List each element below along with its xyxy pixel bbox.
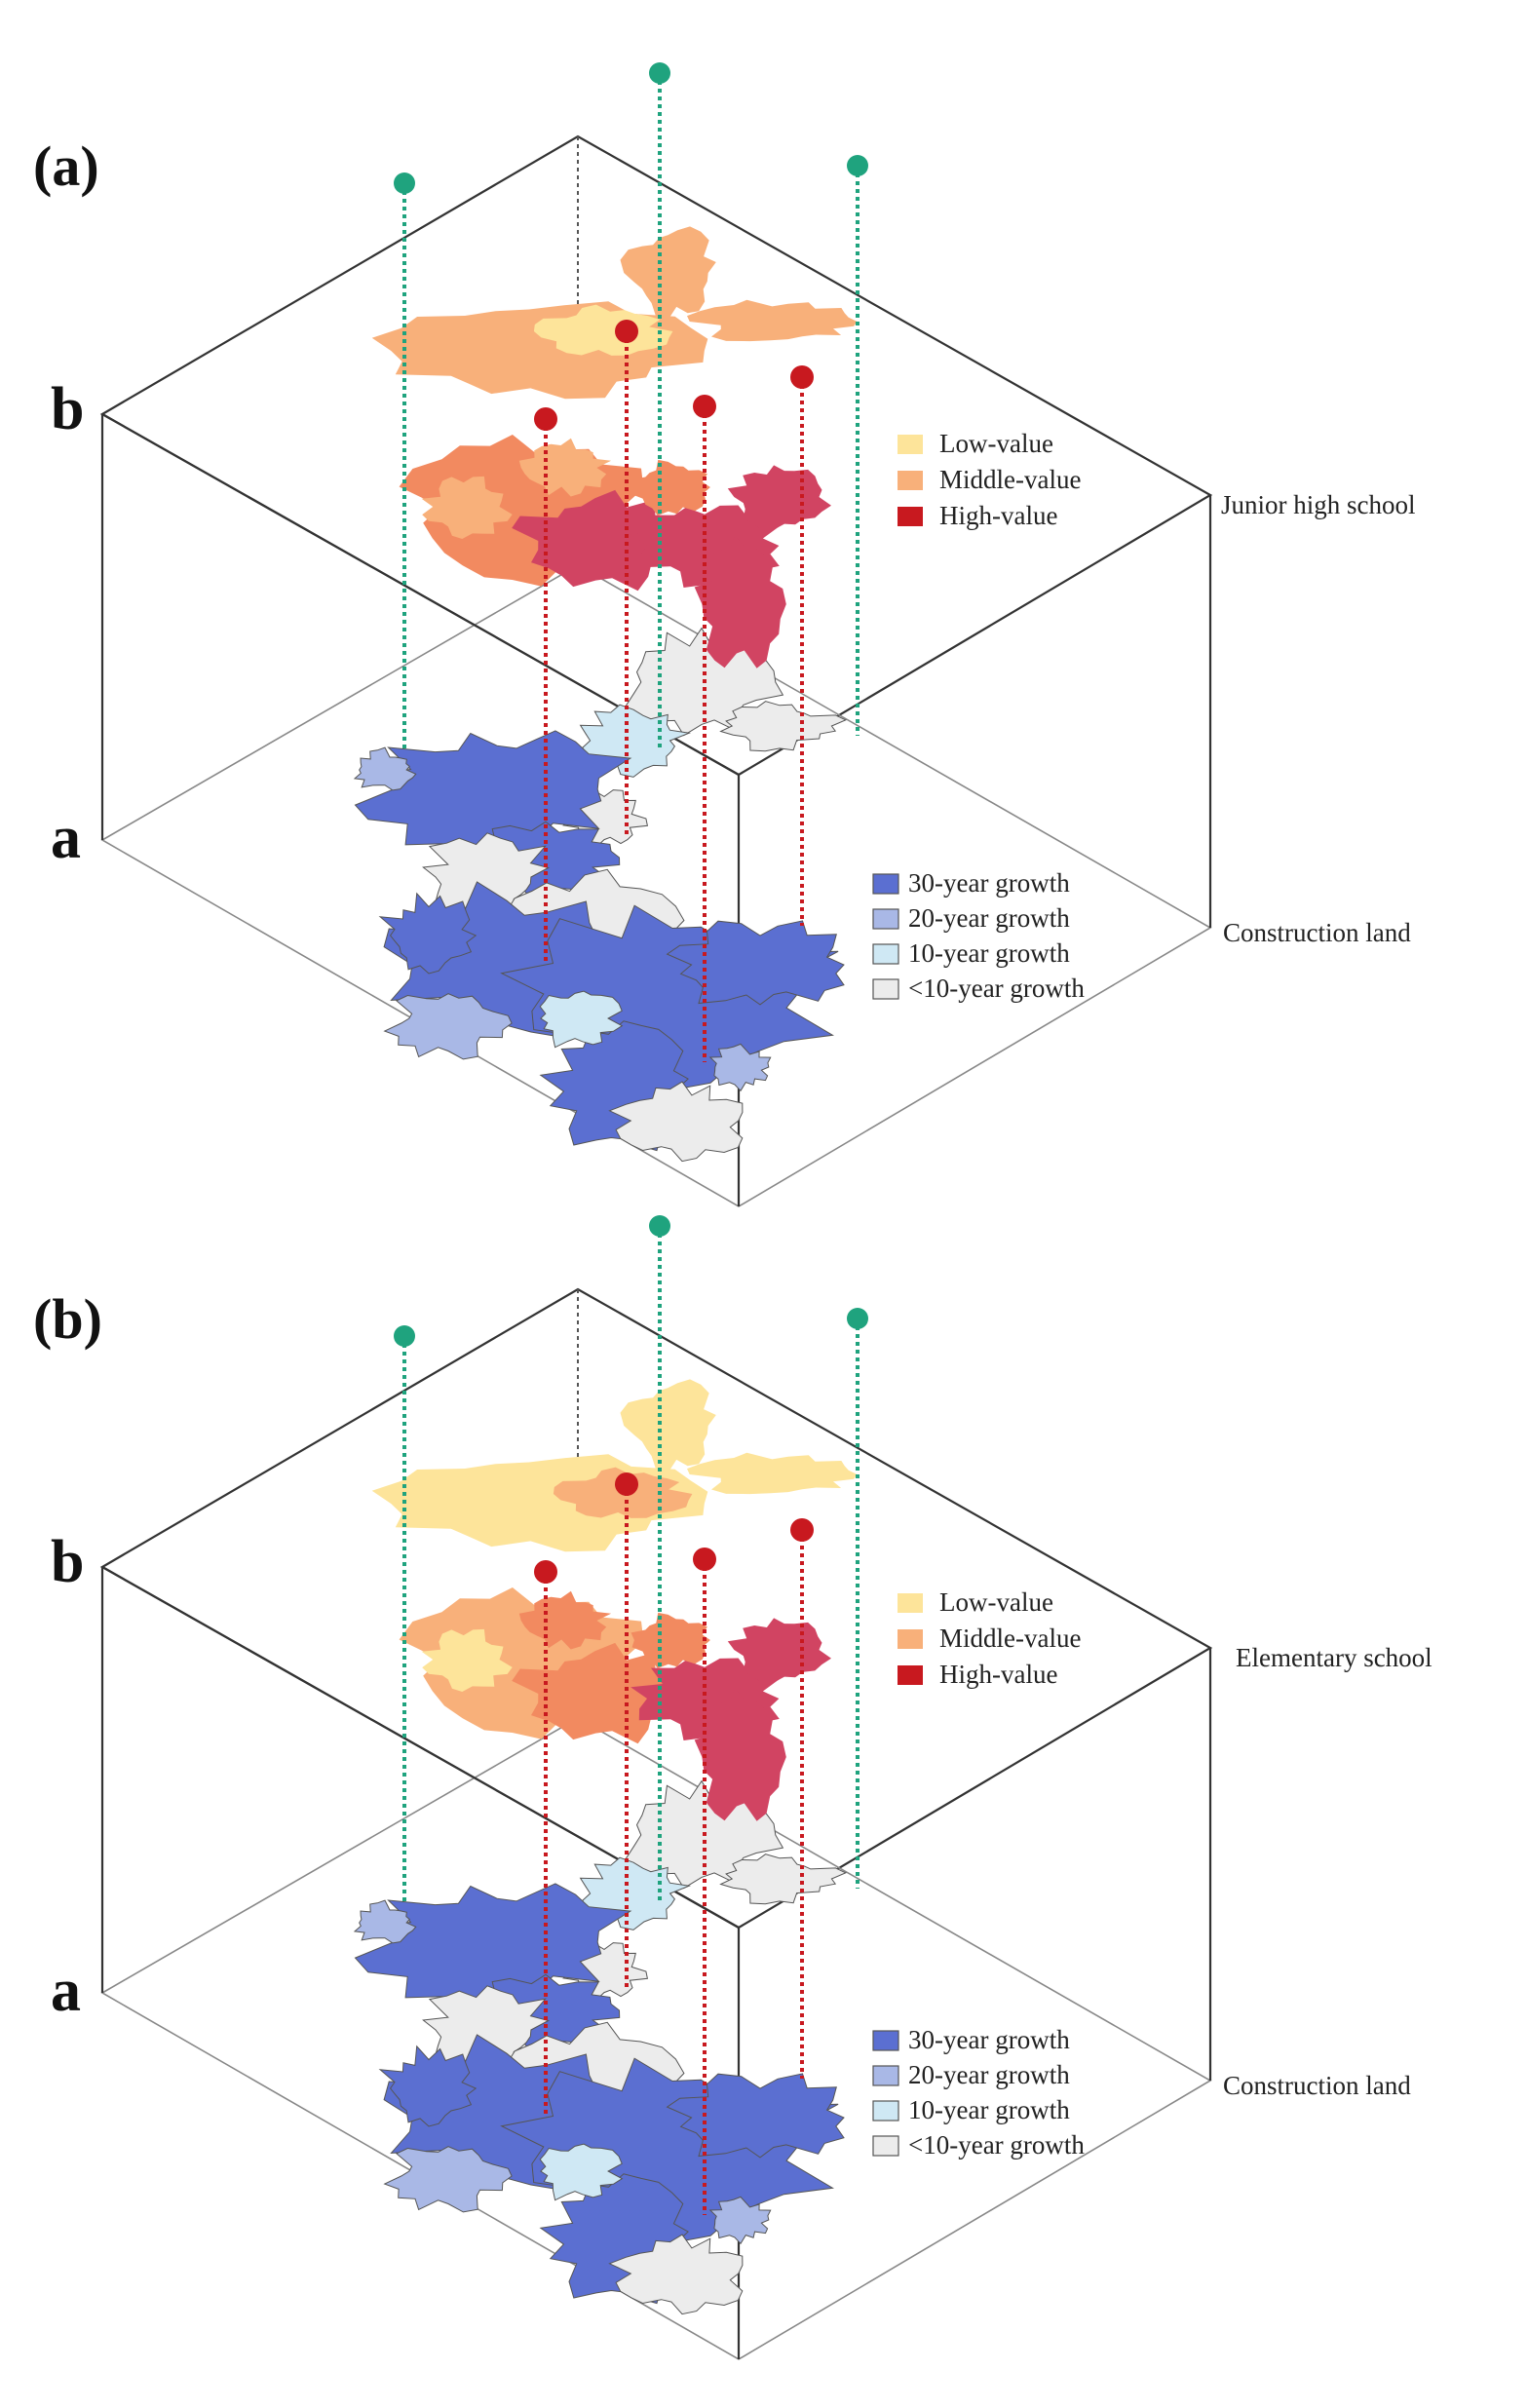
growth-patch [708,1043,772,1092]
growth-patch [719,701,848,752]
legend-label: 20-year growth [908,2060,1070,2089]
construction-land-map [353,1779,848,2315]
legend-label: 10-year growth [908,2095,1070,2124]
legend-growth: 30-year growth 20-year growth 10-year grow… [872,2025,1085,2160]
red-marker [693,1548,716,1571]
red-marker [693,395,716,418]
growth-patch [378,2045,478,2127]
legend-label: High-value [939,1660,1057,1689]
layer-name-bottom: Construction land [1223,918,1411,947]
value-patch [620,1379,716,1475]
growth-patch [353,746,417,791]
green-marker [394,172,415,194]
growth-patch [383,993,513,1060]
green-marker [649,1215,670,1237]
value-patch [421,1628,513,1692]
legend-label: Low-value [939,1587,1053,1617]
green-marker [847,155,868,176]
growth-patch [608,2234,744,2315]
growth-patch [539,2143,624,2201]
legend-label: <10-year growth [908,974,1085,1003]
legend-swatch [872,908,899,930]
value-patch [727,465,831,530]
value-patch [421,476,513,539]
construction-land-map [353,627,848,1163]
panel-b: (b) b a Elementary school Construction land L… [33,1215,1432,2360]
value-patch [694,1688,786,1821]
green-marker [394,1325,415,1347]
layer-label-top: b [51,1529,84,1595]
legend-value: Low-value Middle-value High-value [898,429,1081,530]
legend-growth: 30-year growth 20-year growth 10-year grow… [872,868,1085,1003]
legend-swatch [872,873,899,895]
panel-label: (a) [33,134,99,198]
layer-name-bottom: Construction land [1223,2071,1411,2100]
growth-patch [708,2196,772,2245]
legend-swatch [872,2100,899,2121]
value-patch [620,226,716,323]
legend-label: <10-year growth [908,2130,1085,2160]
legend-swatch [898,435,923,454]
value-patch [687,299,858,342]
layer-name-top: Elementary school [1236,1643,1432,1672]
legend-swatch [872,978,899,1000]
growth-patch [666,2073,845,2159]
legend-label: 10-year growth [908,938,1070,968]
legend-label: Middle-value [939,1624,1081,1653]
green-marker [847,1308,868,1329]
value-patch [630,1612,710,1668]
legend-label: 20-year growth [908,903,1070,933]
value-patch [518,438,612,497]
value-patch [533,304,673,356]
legend-label: 30-year growth [908,868,1070,898]
layer-label-bottom: a [51,1958,81,2024]
legend-label: High-value [939,501,1057,530]
green-marker [649,62,670,84]
growth-patch [383,2146,513,2213]
legend-swatch [872,2135,899,2157]
legend-swatch [898,1629,923,1649]
growth-patch [539,990,624,1049]
value-patch [687,1452,858,1495]
legend-label: Low-value [939,429,1053,458]
legend-swatch [898,1665,923,1685]
growth-patch [353,1899,417,1944]
legend-label: 30-year growth [908,2025,1070,2054]
red-marker [534,407,557,431]
red-marker [615,1472,638,1496]
legend-swatch [898,471,923,490]
legend-swatch [872,2065,899,2086]
value-patch [694,535,786,669]
school-value-map [371,1379,858,1821]
value-patch [518,1590,612,1650]
legend-swatch [872,943,899,965]
growth-patch [608,1081,744,1163]
legend-swatch [898,1593,923,1613]
growth-patch [719,1854,848,1905]
panel-label: (b) [33,1287,102,1351]
red-marker [615,320,638,343]
growth-patch [378,892,478,975]
legend-swatch [898,507,923,526]
panel-a: (a) b a Junior high school Construction land… [33,62,1416,1207]
legend-label: Middle-value [939,465,1081,494]
legend-swatch [872,2030,899,2051]
value-patch [630,459,710,516]
layer-name-top: Junior high school [1221,490,1416,519]
value-patch [727,1618,831,1683]
legend-value: Low-value Middle-value High-value [898,1587,1081,1689]
school-value-map [371,226,858,669]
layer-label-top: b [51,376,84,442]
red-marker [790,365,814,389]
red-marker [790,1518,814,1542]
red-marker [534,1560,557,1584]
layer-label-bottom: a [51,805,81,871]
growth-patch [666,920,845,1006]
